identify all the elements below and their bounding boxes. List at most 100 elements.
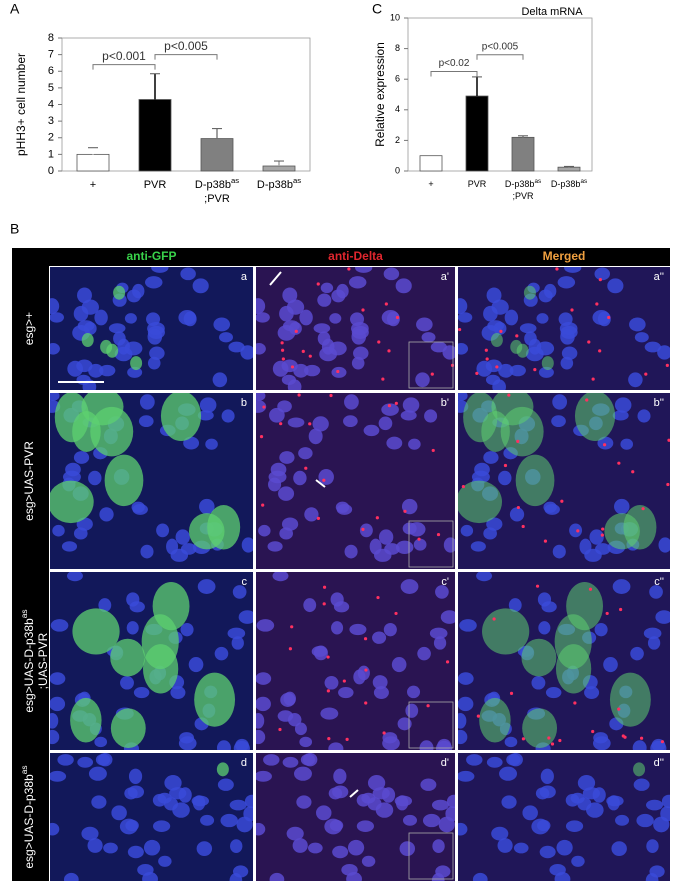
nucleus (429, 627, 448, 640)
nucleus (632, 740, 647, 750)
y-tick-label: 3 (48, 115, 54, 127)
panel-letter: b' (441, 397, 449, 409)
inset (408, 520, 454, 568)
arrow (349, 789, 359, 798)
nucleus (316, 805, 332, 821)
nucleus (287, 379, 302, 390)
nucleus (643, 627, 662, 640)
error-bar (212, 128, 222, 139)
nucleus (256, 298, 266, 314)
nucleus (458, 712, 467, 729)
nucleus (267, 541, 283, 552)
delta-dot (326, 655, 330, 659)
nucleus (277, 325, 296, 341)
nucleus (504, 309, 519, 326)
nucleus (88, 470, 102, 486)
nucleus (466, 754, 483, 766)
nucleus (397, 717, 412, 731)
y-tick-label: 6 (395, 74, 400, 84)
nucleus (440, 610, 455, 624)
nucleus (126, 289, 141, 303)
nucleus (658, 537, 670, 553)
panel-letter: b'' (654, 397, 664, 409)
nucleus (256, 393, 266, 401)
delta-dot (461, 484, 465, 489)
nucleus (579, 538, 592, 555)
nucleus (282, 287, 298, 304)
nucleus (196, 841, 213, 856)
delta-dot (576, 529, 580, 533)
nucleus (238, 610, 253, 624)
nucleus (509, 364, 526, 377)
nucleus (435, 585, 449, 599)
nucleus (531, 818, 550, 835)
panel-letter: c' (441, 576, 449, 588)
delta-dot (644, 372, 648, 376)
gfp-cell (521, 638, 557, 677)
delta-dot (560, 499, 564, 503)
nucleus (570, 792, 585, 804)
nucleus (372, 787, 390, 800)
nucleus (378, 529, 394, 545)
x-tick-label: D-p38bas ;PVR (505, 178, 541, 201)
nucleus (391, 656, 407, 673)
bar (557, 166, 581, 172)
nucleus (346, 872, 362, 881)
delta-dot (499, 329, 503, 333)
delta-dot (602, 443, 607, 447)
delta-dot (475, 371, 479, 375)
nucleus (400, 410, 417, 421)
delta-dot (280, 348, 285, 352)
nucleus (594, 267, 611, 281)
gfp-cell (500, 406, 544, 457)
micrograph (50, 753, 253, 881)
delta-dot (503, 463, 508, 468)
nucleus (304, 507, 319, 522)
nucleus (372, 675, 388, 690)
nucleus (280, 692, 296, 707)
error-bar (564, 165, 574, 168)
nucleus (363, 424, 380, 437)
gfp-cell (100, 339, 113, 354)
error-bar (472, 76, 482, 97)
nucleus (145, 276, 163, 289)
nucleus (81, 299, 99, 315)
delta-dot (322, 478, 326, 482)
micrograph (256, 267, 455, 390)
nucleus (554, 872, 571, 881)
nucleus (353, 669, 366, 685)
nucleus (646, 839, 659, 853)
gfp-cell (81, 333, 94, 348)
nucleus (628, 372, 643, 388)
nucleus (402, 397, 420, 413)
nucleus (647, 636, 661, 650)
nucleus (646, 799, 664, 811)
nucleus (508, 598, 522, 613)
nucleus (205, 438, 218, 450)
nucleus (120, 676, 134, 690)
column-header: Merged (543, 249, 586, 263)
nucleus (192, 278, 209, 294)
nucleus (230, 839, 243, 853)
nucleus (324, 676, 339, 690)
nucleus (431, 799, 449, 811)
nucleus (508, 753, 523, 767)
nucleus (509, 507, 525, 522)
delta-dot (485, 357, 489, 361)
bar (138, 99, 172, 172)
nucleus (127, 366, 143, 378)
nucleus (556, 839, 573, 856)
nucleus (603, 656, 618, 673)
delta-dot (290, 625, 294, 629)
nucleus (151, 267, 169, 273)
nucleus (538, 289, 553, 303)
nucleus (142, 872, 158, 881)
micrograph-bg (458, 753, 670, 881)
nucleus (538, 366, 554, 378)
row-label-bar (12, 248, 49, 881)
delta-dot (417, 537, 421, 541)
nucleus (433, 636, 447, 650)
nucleus (216, 740, 231, 750)
nucleus (312, 416, 329, 432)
